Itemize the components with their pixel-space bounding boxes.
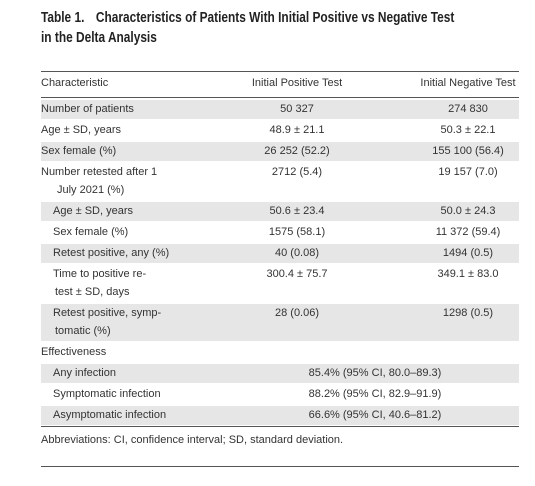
row-shade	[41, 100, 519, 119]
row-shade	[41, 202, 519, 221]
row-label: Number retested after 1	[41, 166, 158, 178]
cell-value: 66.6% (95% CI, 40.6–81.2)	[308, 409, 442, 421]
row-label: Retest positive, symp-	[53, 307, 162, 319]
row-label: Sex female (%)	[53, 226, 129, 238]
row-shade	[41, 406, 519, 425]
cell-value: 50.0 ± 24.3	[440, 205, 496, 217]
title-line: in the Delta Analysis	[41, 30, 157, 46]
footnote: Abbreviations: CI, confidence interval; …	[41, 434, 344, 446]
cell-value: 1494 (0.5)	[442, 247, 494, 259]
title-line: Characteristics of Patients With Initial…	[95, 10, 455, 26]
cell-value: 50 327	[280, 103, 314, 115]
table-number: Table 1.	[41, 10, 85, 26]
row-shade	[41, 304, 519, 341]
cell-value: 1298 (0.5)	[442, 307, 494, 319]
header-cell: Initial Positive Test	[251, 77, 343, 89]
cell-value: 50.6 ± 23.4	[269, 205, 325, 217]
cell-value: 300.4 ± 75.7	[266, 268, 328, 280]
row-shade	[41, 364, 519, 383]
cell-value: 1575 (58.1)	[268, 226, 326, 238]
cell-value: 19 157 (7.0)	[438, 166, 498, 178]
cell-value: 88.2% (95% CI, 82.9–91.9)	[308, 388, 442, 400]
row-label: Sex female (%)	[41, 145, 117, 157]
cell-value: 85.4% (95% CI, 80.0–89.3)	[308, 367, 442, 379]
row-label: Age ± SD, years	[53, 205, 134, 217]
cell-value: 274 830	[448, 103, 488, 115]
cell-value: 48.9 ± 21.1	[269, 124, 325, 136]
end-rule	[41, 466, 519, 467]
header-cell: Initial Negative Test	[420, 77, 516, 89]
cell-value: 11 372 (59.4)	[435, 226, 501, 238]
bottom-rule	[41, 426, 519, 427]
row-shade	[41, 142, 519, 161]
cell-value: 28 (0.06)	[274, 307, 320, 319]
row-label: Number of patients	[41, 103, 134, 115]
row-label: Age ± SD, years	[41, 124, 122, 136]
cell-value: 349.1 ± 83.0	[437, 268, 499, 280]
row-label: test ± SD, days	[55, 286, 130, 298]
row-label: Effectiveness	[41, 346, 107, 358]
header-cell: Characteristic	[41, 77, 109, 89]
cell-value: 155 100 (56.4)	[432, 145, 504, 157]
row-label: Time to positive re-	[53, 268, 147, 280]
header-rule	[41, 97, 519, 98]
cell-value: 2712 (5.4)	[271, 166, 323, 178]
cell-value: 50.3 ± 22.1	[440, 124, 496, 136]
row-label: Symptomatic infection	[53, 388, 161, 400]
row-label: tomatic (%)	[55, 325, 111, 337]
row-label: Any infection	[53, 367, 116, 379]
cell-value: 40 (0.08)	[274, 247, 320, 259]
top-rule	[41, 71, 519, 72]
row-label: July 2021 (%)	[57, 184, 125, 196]
row-shade	[41, 244, 519, 263]
row-label: Retest positive, any (%)	[53, 247, 170, 259]
cell-value: 26 252 (52.2)	[264, 145, 330, 157]
row-label: Asymptomatic infection	[53, 409, 167, 421]
table-title: Table 1. Characteristics of Patients With…	[41, 8, 454, 28]
